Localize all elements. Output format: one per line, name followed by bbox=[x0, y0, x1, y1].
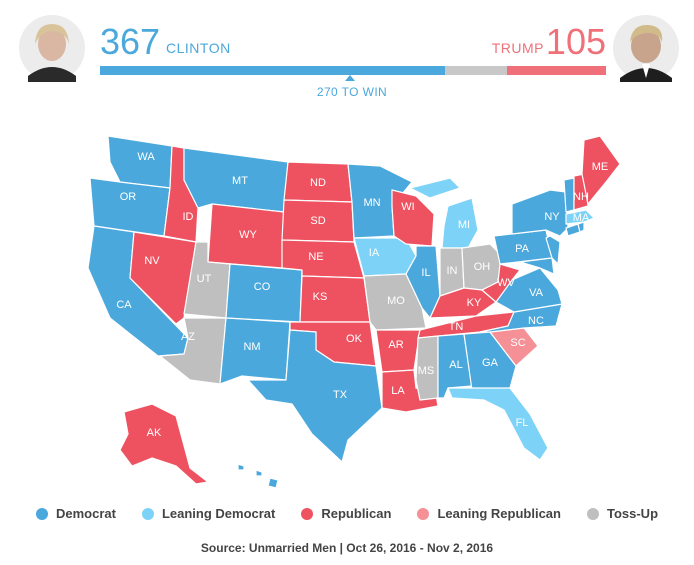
label-nv: NV bbox=[144, 255, 160, 267]
legend-item-leaning-republican: Leaning Republican bbox=[417, 506, 561, 521]
state-wi[interactable] bbox=[391, 189, 435, 247]
state-me[interactable] bbox=[581, 135, 621, 205]
state-il[interactable] bbox=[405, 245, 441, 319]
state-nj[interactable] bbox=[545, 235, 561, 265]
label-ne: NE bbox=[308, 251, 323, 263]
label-pa: PA bbox=[515, 243, 530, 255]
label-sc: SC bbox=[510, 337, 525, 349]
label-ar: AR bbox=[388, 339, 403, 351]
state-ms[interactable] bbox=[415, 335, 439, 401]
label-nc: NC bbox=[528, 315, 544, 327]
label-mi: MI bbox=[458, 219, 470, 231]
state-ar[interactable] bbox=[375, 329, 421, 373]
state-fl[interactable] bbox=[447, 387, 549, 461]
win-threshold-label: 270 TO WIN bbox=[316, 85, 388, 99]
state-ks[interactable] bbox=[299, 275, 371, 323]
clinton-label: CLINTON bbox=[166, 40, 231, 56]
label-ok: OK bbox=[346, 333, 363, 345]
legend-label: Republican bbox=[321, 506, 392, 521]
legend-dot-icon bbox=[35, 507, 48, 520]
label-ky: KY bbox=[467, 297, 482, 309]
state-md[interactable] bbox=[519, 257, 555, 275]
label-fl: FL bbox=[516, 417, 529, 429]
label-ma: MA bbox=[573, 212, 590, 224]
electoral-vote-bar bbox=[100, 66, 606, 75]
label-ms: MS bbox=[418, 365, 435, 377]
label-wi: WI bbox=[401, 201, 414, 213]
label-wa: WA bbox=[137, 151, 155, 163]
clinton-avatar bbox=[18, 14, 86, 82]
label-wy: WY bbox=[239, 229, 257, 241]
label-ak: AK bbox=[147, 427, 162, 439]
label-ca: CA bbox=[116, 299, 132, 311]
label-ia: IA bbox=[369, 247, 380, 259]
label-or: OR bbox=[120, 191, 137, 203]
state-nm[interactable] bbox=[219, 317, 291, 385]
legend-item-democrat: Democrat bbox=[35, 506, 116, 521]
source-note: Source: Unmarried Men | Oct 26, 2016 - N… bbox=[200, 541, 494, 555]
label-ks: KS bbox=[313, 291, 328, 303]
state-nc[interactable] bbox=[479, 303, 563, 333]
clinton-electoral-count: 367 bbox=[100, 21, 161, 62]
label-al: AL bbox=[449, 359, 462, 371]
state-hi[interactable] bbox=[237, 463, 279, 488]
label-ga: GA bbox=[482, 357, 499, 369]
label-il: IL bbox=[421, 267, 430, 279]
trump-avatar bbox=[612, 14, 680, 82]
bar-segment-republican bbox=[507, 66, 606, 75]
label-nm: NM bbox=[243, 341, 260, 353]
label-tn: TN bbox=[449, 321, 464, 333]
label-oh: OH bbox=[474, 261, 491, 273]
legend-item-republican: Republican bbox=[301, 506, 391, 521]
label-ny: NY bbox=[544, 211, 560, 223]
state-ak[interactable] bbox=[119, 403, 209, 485]
label-sd: SD bbox=[310, 215, 325, 227]
legend-dot-icon bbox=[586, 507, 599, 520]
label-nh: NH bbox=[573, 191, 589, 203]
map-legend: Democrat Leaning Democrat Republican Lea… bbox=[0, 506, 694, 521]
legend-item-toss-up: Toss-Up bbox=[586, 506, 659, 521]
label-in: IN bbox=[447, 265, 458, 277]
state-nv[interactable] bbox=[129, 231, 197, 325]
label-me: ME bbox=[592, 161, 609, 173]
label-mn: MN bbox=[363, 197, 380, 209]
label-nd: ND bbox=[310, 177, 326, 189]
label-ut: UT bbox=[197, 273, 212, 285]
state-co[interactable] bbox=[225, 263, 303, 323]
state-ma[interactable] bbox=[565, 209, 595, 225]
bar-segment-democrat bbox=[100, 66, 446, 75]
label-tx: TX bbox=[333, 389, 348, 401]
legend-item-leaning-democrat: Leaning Democrat bbox=[141, 506, 276, 521]
win-threshold-marker-icon bbox=[345, 75, 355, 81]
legend-label: Leaning Democrat bbox=[161, 506, 276, 521]
legend-label: Leaning Republican bbox=[437, 506, 561, 521]
legend-dot-icon bbox=[417, 507, 430, 520]
legend-dot-icon bbox=[301, 507, 314, 520]
state-tx[interactable] bbox=[247, 329, 383, 463]
bar-segment-toss-up bbox=[445, 66, 508, 75]
legend-dot-icon bbox=[141, 507, 154, 520]
label-va: VA bbox=[529, 287, 544, 299]
state-la[interactable] bbox=[381, 369, 439, 413]
state-wv[interactable] bbox=[481, 263, 521, 303]
legend-label: Democrat bbox=[55, 506, 116, 521]
label-mo: MO bbox=[387, 295, 405, 307]
label-co: CO bbox=[254, 281, 271, 293]
us-electoral-map: WA OR CA ID NV MT WY UT AZ CO NM ND SD N… bbox=[87, 135, 621, 488]
legend-label: Toss-Up bbox=[606, 506, 659, 521]
label-la: LA bbox=[391, 385, 405, 397]
label-wv: WV bbox=[497, 277, 515, 289]
trump-electoral-count: 105 bbox=[545, 21, 606, 62]
state-ny[interactable] bbox=[511, 189, 569, 237]
trump-label: TRUMP bbox=[491, 40, 544, 56]
label-id: ID bbox=[183, 211, 194, 223]
label-az: AZ bbox=[181, 331, 195, 343]
label-mt: MT bbox=[232, 175, 248, 187]
